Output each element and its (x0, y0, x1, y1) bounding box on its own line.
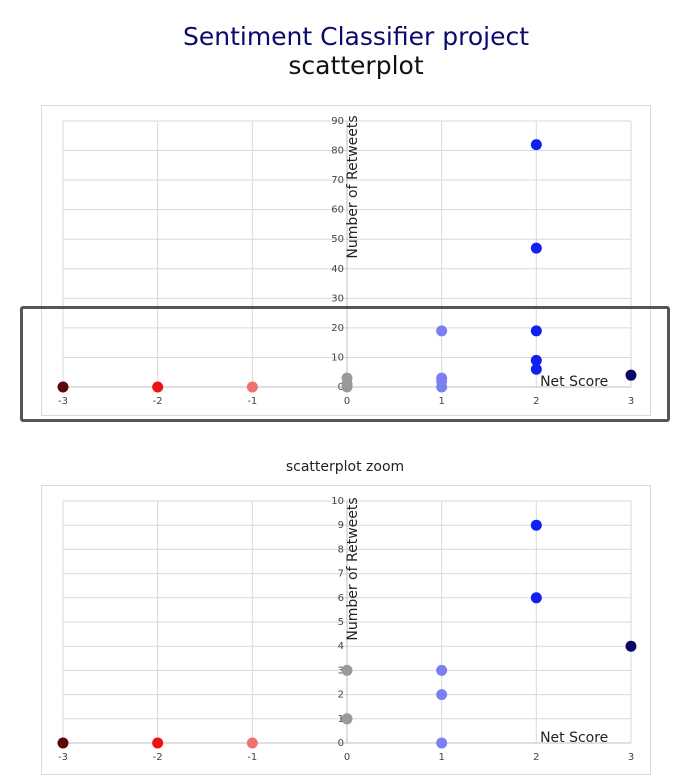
y-tick-label: 20 (331, 323, 344, 334)
x-tick-label: -3 (58, 752, 68, 763)
scatterplot-svg: 0 10 20 30 40 50 60 70 80 90 -3 -2 -1 0 1 2 3 Number of R… (57, 115, 637, 407)
y-tick-label: 4 (338, 641, 344, 652)
y-tick-label: 2 (338, 690, 344, 701)
page-title: Sentiment Classifier project scatterplot (0, 22, 686, 80)
y-tick-label: 30 (331, 293, 344, 304)
data-point (436, 689, 448, 701)
data-point (530, 519, 542, 531)
x-tick-label: -2 (153, 396, 163, 407)
x-tick-label: 2 (533, 396, 539, 407)
data-point (530, 242, 542, 254)
y-tick-label: 10 (331, 496, 344, 507)
data-point (436, 325, 448, 337)
y-tick-label: 3 (338, 665, 344, 676)
y-tick-label: 7 (338, 569, 344, 580)
data-point (625, 640, 637, 652)
data-point (57, 737, 69, 749)
y-tick-label: 0 (338, 382, 344, 393)
title-line-2: scatterplot (288, 51, 424, 80)
x-tick-label: 3 (628, 752, 634, 763)
x-tick-label: 2 (533, 752, 539, 763)
y-tick-label: 90 (331, 116, 344, 127)
data-point (341, 664, 353, 676)
scatterplot-zoom-svg: 0 1 2 3 4 5 6 7 8 9 10 -3 -2 -1 0 1 2 3 Number of Retweets… (57, 496, 637, 763)
x-tick-label: 0 (344, 396, 350, 407)
y-tick-label: 50 (331, 234, 344, 245)
data-point (530, 354, 542, 366)
data-point (530, 363, 542, 375)
x-tick-label: -1 (247, 752, 257, 763)
x-axis-title: Net Score (540, 374, 608, 390)
y-tick-label: 40 (331, 264, 344, 275)
x-tick-label: 1 (438, 396, 444, 407)
data-point (530, 592, 542, 604)
data-point (341, 372, 353, 384)
x-axis-title: Net Score (540, 730, 608, 746)
data-point (341, 713, 353, 725)
data-point (152, 381, 164, 393)
y-tick-label: 8 (338, 544, 344, 555)
y-tick-label: 70 (331, 175, 344, 186)
x-tick-label: 3 (628, 396, 634, 407)
y-tick-label: 9 (338, 520, 344, 531)
y-tick-label: 0 (338, 738, 344, 749)
x-tick-label: -2 (153, 752, 163, 763)
y-tick-label: 60 (331, 205, 344, 216)
y-axis-title: Number of Retweets (345, 497, 361, 640)
x-tick-label: 1 (438, 752, 444, 763)
x-tick-label: 0 (344, 752, 350, 763)
data-point (625, 369, 637, 381)
data-point (436, 664, 448, 676)
title-line-1: Sentiment Classifier project (182, 22, 529, 51)
zoom-region-highlight (20, 306, 670, 422)
y-axis-title: Number of Retweets (345, 115, 361, 258)
data-point (152, 737, 164, 749)
y-tick-label: 80 (331, 146, 344, 157)
data-point (57, 381, 69, 393)
x-tick-label: -3 (58, 396, 68, 407)
scatterplot-zoom-chart: 0 1 2 3 4 5 6 7 8 9 10 -3 -2 -1 0 1 2 3 Number of Retweets… (41, 485, 651, 775)
scatterplot-chart: 0 10 20 30 40 50 60 70 80 90 -3 -2 -1 0 1 2 3 Number of R… (41, 105, 651, 416)
data-point (436, 372, 448, 384)
data-point (530, 139, 542, 151)
data-point (246, 381, 258, 393)
data-point (530, 325, 542, 337)
y-tick-label: 1 (338, 714, 344, 725)
y-tick-label: 6 (338, 593, 344, 604)
data-point (436, 737, 448, 749)
data-point (246, 737, 258, 749)
y-tick-label: 5 (338, 617, 344, 628)
zoom-chart-title: scatterplot zoom (285, 459, 405, 475)
x-tick-label: -1 (247, 396, 257, 407)
y-tick-label: 10 (331, 352, 344, 363)
